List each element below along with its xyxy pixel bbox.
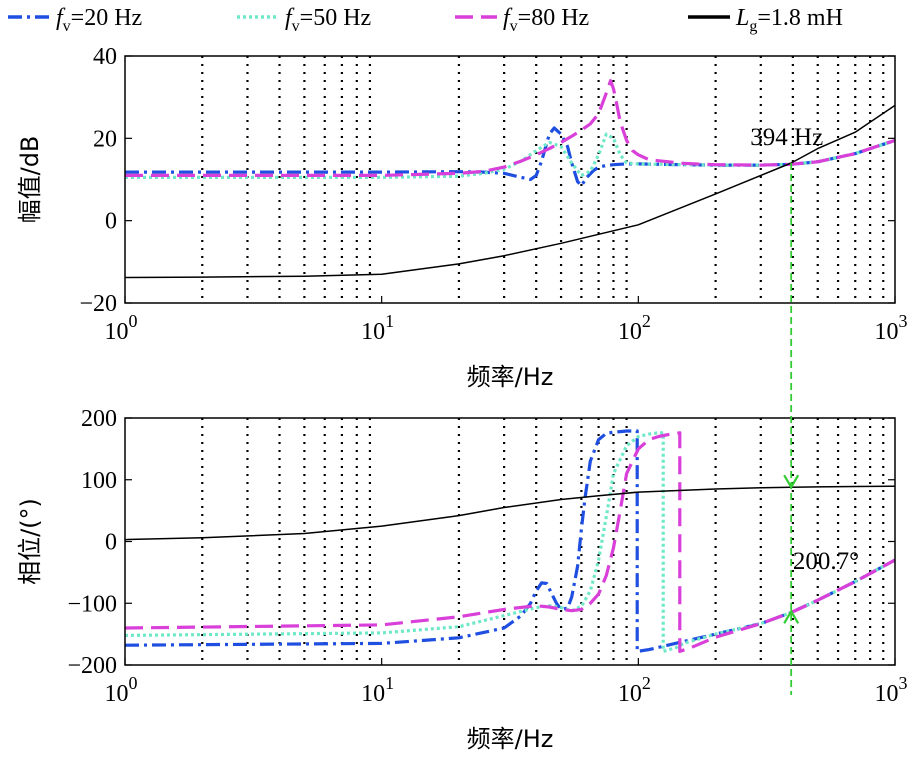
- series-line-s80: [125, 431, 895, 654]
- y-axis-label: 相位/(°): [16, 498, 44, 585]
- x-tick-label: 101: [361, 673, 394, 707]
- y-tick-label: 20: [93, 126, 117, 152]
- series-group: [125, 429, 895, 654]
- y-tick-label: −200: [67, 653, 117, 679]
- y-tick-label: −20: [79, 291, 117, 317]
- y-tick-label: 0: [105, 530, 117, 556]
- phase-arrow-top: [783, 474, 800, 490]
- series-line-lg: [125, 104, 895, 279]
- series-line-s50: [125, 431, 895, 654]
- x-axis-label: 频率/Hz: [467, 725, 554, 753]
- y-tick-label: 200: [81, 406, 117, 432]
- x-tick-label: 103: [875, 311, 908, 345]
- legend-label-s20: fv=20 Hz: [56, 5, 142, 35]
- x-tick-label: 103: [875, 673, 908, 707]
- y-axis-label: 幅值/dB: [16, 136, 44, 224]
- series-group: [125, 79, 895, 279]
- phase-margin-label: 200.7°: [793, 548, 859, 575]
- crossover-annotation: 394 Hz 200.7°: [750, 124, 859, 695]
- x-tick-label: 102: [618, 311, 651, 345]
- legend: fv=20 Hz fv=50 Hz fv=80 Hz Lg=1.8 mH: [8, 5, 843, 35]
- series-line-s50: [125, 132, 895, 179]
- x-axis-label: 频率/Hz: [467, 363, 554, 391]
- series-line-s80: [125, 79, 895, 177]
- legend-label-lg: Lg=1.8 mH: [735, 5, 843, 35]
- phase-arrow-bottom: [783, 609, 800, 624]
- x-tick-label: 102: [618, 673, 651, 707]
- legend-label-s80: fv=80 Hz: [503, 5, 589, 35]
- legend-label-s50: fv=50 Hz: [285, 5, 371, 35]
- y-tick-label: 100: [81, 468, 117, 494]
- y-tick-label: −100: [67, 591, 117, 617]
- y-tick-label: 0: [105, 209, 117, 235]
- plot-frame: [124, 55, 896, 304]
- y-tick-label: 40: [93, 44, 117, 70]
- x-tick-label: 101: [361, 311, 394, 345]
- crossover-freq-label: 394 Hz: [750, 124, 823, 151]
- series-line-lg: [125, 485, 895, 541]
